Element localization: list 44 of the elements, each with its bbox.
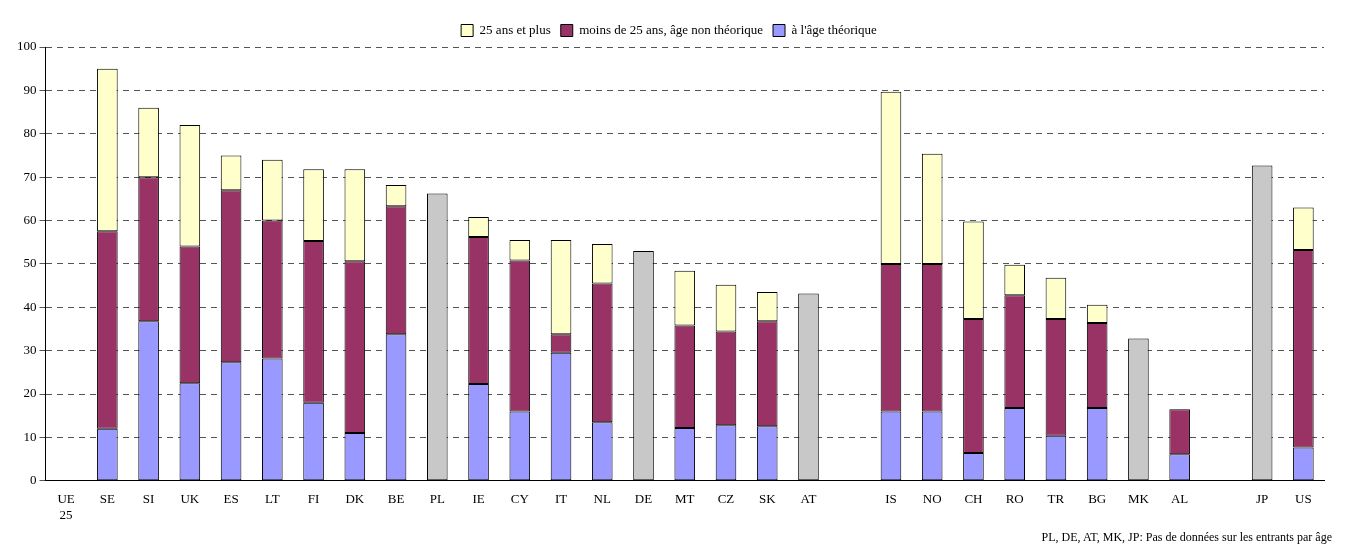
x-tick-label: IS [885,491,897,507]
legend-label: moins de 25 ans, âge non théorique [579,21,764,37]
legend-label: à l'âge théorique [791,21,878,37]
x-tick-label: MT [675,491,695,507]
x-tick-label: NO [922,491,942,507]
y-tick-label: 20 [23,385,37,401]
x-tick-label: BG [1088,491,1107,507]
x-tick-label: AT [800,491,817,507]
x-tick-label: IE [472,491,485,507]
y-tick-label: 10 [23,428,37,444]
y-tick-label: 60 [23,211,37,227]
y-tick-label: 40 [23,298,37,314]
x-tick-label: LT [264,491,280,507]
x-tick-label: SE [99,491,116,507]
x-tick-label: FI [307,491,320,507]
x-tick-label: ES [223,491,239,507]
x-tick-label: RO [1005,491,1024,507]
y-tick-label: 80 [23,125,37,141]
x-tick-label: IT [554,491,568,507]
x-tick-label: DK [345,491,365,507]
legend-label: 25 ans et plus [479,21,551,37]
x-tick-label: UK [180,491,200,507]
y-tick-label: 70 [23,168,37,184]
x-tick-label: US [1295,491,1312,507]
text: PL, DE, AT, MK, JP: Pas de données sur les entrants par âge [1041,530,1332,545]
x-tick-label: DE [634,491,653,507]
y-tick-label: 90 [23,81,37,97]
x-tick-label: SI [142,491,155,507]
y-tick-label: 30 [23,342,37,358]
x-tick-label: CZ [717,491,735,507]
y-tick-label: 0 [30,472,37,488]
x-tick-label: JP [1255,491,1269,507]
x-tick-label: CY [510,491,530,507]
x-tick-label: AL [1170,491,1189,507]
x-tick-label: NL [593,491,611,507]
x-tick-label: UE 25 [57,491,75,522]
x-tick-label: MK [1127,491,1150,507]
x-tick-label: PL [429,491,445,507]
x-tick-label: SK [758,491,777,507]
y-tick-label: 50 [23,255,37,271]
x-tick-label: BE [387,491,405,507]
x-tick-label: CH [964,491,983,507]
x-tick-label: TR [1047,491,1065,507]
y-tick-label: 100 [17,38,37,54]
